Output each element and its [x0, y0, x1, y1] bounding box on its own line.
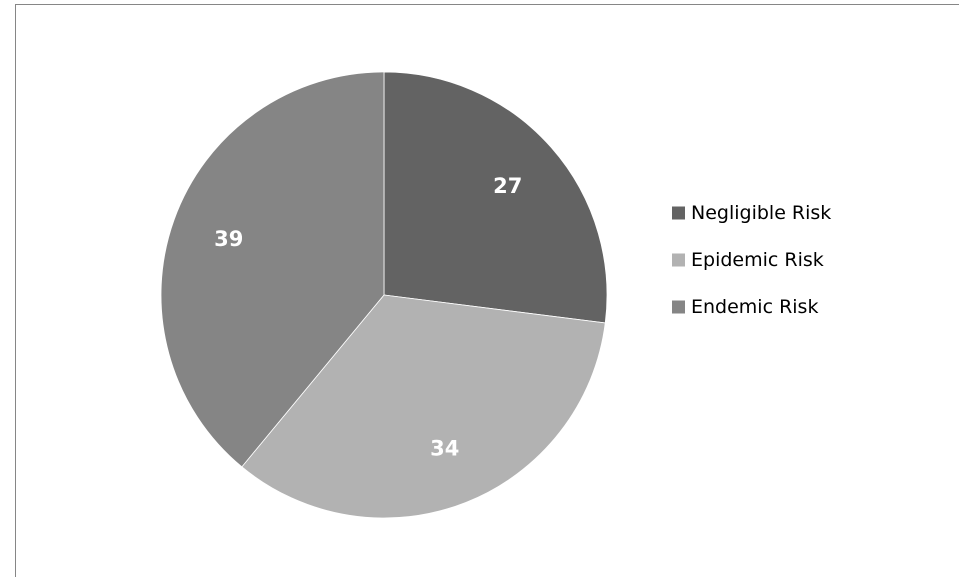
legend-label-epidemic-risk: Epidemic Risk	[691, 249, 824, 271]
legend-swatch-epidemic-risk	[672, 253, 685, 267]
pie-data-labels: 27 34 39	[214, 174, 522, 461]
pie-slices	[160, 71, 608, 519]
chart-area: 27 34 39 Negligible Risk Epidemic Risk Endem…	[15, 4, 959, 577]
legend: Negligible Risk Epidemic Risk Endemic Risk	[672, 202, 831, 318]
pie-chart: 27 34 39 Negligible Risk Epidemic Risk Endem…	[160, 71, 831, 519]
legend-swatch-negligible-risk	[672, 206, 685, 220]
pie-slice-epidemic-risk	[241, 294, 606, 519]
legend-label-endemic-risk: Endemic Risk	[691, 296, 818, 318]
pie-slice-endemic-risk	[160, 71, 385, 468]
data-label-endemic-risk: 39	[214, 227, 243, 251]
pie-slice-negligible-risk	[383, 71, 608, 324]
legend-swatch-endemic-risk	[672, 300, 685, 314]
data-label-negligible-risk: 27	[493, 174, 522, 198]
legend-label-negligible-risk: Negligible Risk	[691, 202, 831, 224]
data-label-epidemic-risk: 34	[430, 436, 459, 460]
